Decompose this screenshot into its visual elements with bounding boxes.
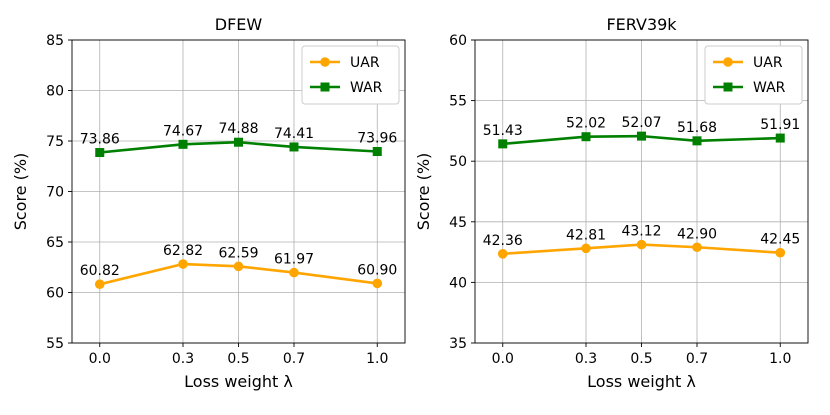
- data-point-war: [178, 139, 188, 149]
- y-tick-label: 85: [46, 33, 64, 49]
- chart-panel-2: 35 40 45 50 55 60 0.0 0.3 0.5 0.7 1.0 FERV39k Loss w…: [414, 15, 809, 391]
- y-tick-label: 45: [449, 215, 467, 231]
- x-tick-label: 0.3: [575, 351, 597, 367]
- data-point-war: [581, 132, 591, 142]
- chart-title: FERV39k: [606, 15, 677, 34]
- data-point-uar: [372, 278, 383, 289]
- data-point-war: [289, 142, 299, 152]
- y-tick-label: 55: [449, 94, 467, 110]
- data-point-uar: [775, 247, 786, 258]
- x-tick-label: 1.0: [769, 351, 791, 367]
- data-point-war: [637, 131, 646, 141]
- y-tick-label: 65: [46, 235, 64, 251]
- data-label-war: 73.96: [357, 131, 397, 147]
- y-tick-label: 55: [46, 336, 64, 352]
- data-label-war: 51.91: [760, 117, 800, 133]
- data-point-uar: [497, 248, 508, 259]
- data-point-uar: [233, 261, 244, 272]
- legend-label-war: WAR: [753, 80, 786, 96]
- data-label-uar: 42.45: [760, 232, 800, 248]
- data-point-uar: [178, 259, 188, 269]
- y-axis-label: Score (%): [11, 153, 30, 231]
- x-axis-label: Loss weight λ: [587, 372, 696, 391]
- data-label-war: 74.88: [218, 121, 258, 137]
- y-axis-label: Score (%): [414, 153, 433, 231]
- y-tick-label: 60: [449, 33, 467, 49]
- data-label-uar: 62.59: [218, 245, 258, 261]
- data-point-uar: [94, 279, 105, 290]
- data-label-war: 52.02: [566, 116, 606, 132]
- legend-label-uar: UAR: [753, 55, 783, 71]
- legend-label-uar: UAR: [350, 55, 380, 71]
- legend: UAR WAR: [704, 45, 803, 105]
- data-label-uar: 42.36: [483, 233, 523, 249]
- y-tick-label: 70: [46, 185, 64, 201]
- data-label-war: 52.07: [621, 115, 661, 131]
- x-tick-label: 0.3: [172, 351, 194, 367]
- legend-marker-war: [320, 82, 330, 92]
- data-point-war: [775, 133, 785, 143]
- legend-marker-war: [723, 82, 733, 92]
- x-tick-label: 0.5: [630, 351, 652, 367]
- y-tick-label: 35: [449, 336, 467, 352]
- data-point-uar: [692, 242, 702, 253]
- x-tick-label: 0.0: [492, 351, 514, 367]
- y-tick-label: 50: [449, 154, 467, 170]
- legend-marker-uar: [320, 57, 330, 67]
- x-tick-label: 0.7: [283, 351, 305, 367]
- y-tick-label: 40: [449, 275, 467, 291]
- data-label-uar: 42.90: [677, 226, 717, 242]
- y-tick-label: 80: [46, 84, 64, 100]
- y-tick-label: 75: [46, 134, 64, 150]
- data-label-uar: 43.12: [621, 224, 661, 240]
- data-point-uar: [581, 243, 591, 254]
- x-axis-label: Loss weight λ: [184, 372, 293, 391]
- legend: UAR WAR: [301, 45, 400, 105]
- data-label-war: 51.68: [677, 120, 717, 136]
- data-label-war: 74.41: [274, 126, 314, 142]
- chart-panel-1: 55 60 65 70 75 80 85 0.0 0.3 0.5 0.7 1.0 DFEW Loss we…: [11, 15, 406, 391]
- data-label-uar: 42.81: [566, 227, 606, 243]
- data-point-uar: [636, 239, 647, 250]
- data-label-war: 51.43: [483, 123, 523, 139]
- data-point-war: [234, 137, 243, 147]
- legend-label-war: WAR: [350, 80, 383, 96]
- data-point-war: [498, 139, 508, 149]
- data-label-uar: 60.90: [357, 262, 397, 278]
- data-label-uar: 62.82: [163, 243, 203, 259]
- chart-title: DFEW: [215, 15, 263, 34]
- data-point-war: [372, 147, 382, 157]
- legend-marker-uar: [723, 57, 733, 67]
- x-tick-label: 1.0: [366, 351, 388, 367]
- x-tick-label: 0.7: [686, 351, 708, 367]
- data-point-war: [692, 136, 702, 146]
- y-tick-label: 60: [46, 286, 64, 302]
- x-tick-label: 0.5: [227, 351, 249, 367]
- data-point-war: [95, 148, 105, 158]
- data-label-war: 74.67: [163, 123, 203, 139]
- data-label-uar: 60.82: [80, 263, 120, 279]
- data-point-uar: [289, 267, 299, 278]
- data-label-war: 73.86: [80, 132, 120, 148]
- x-tick-label: 0.0: [89, 351, 111, 367]
- data-label-uar: 61.97: [274, 252, 314, 268]
